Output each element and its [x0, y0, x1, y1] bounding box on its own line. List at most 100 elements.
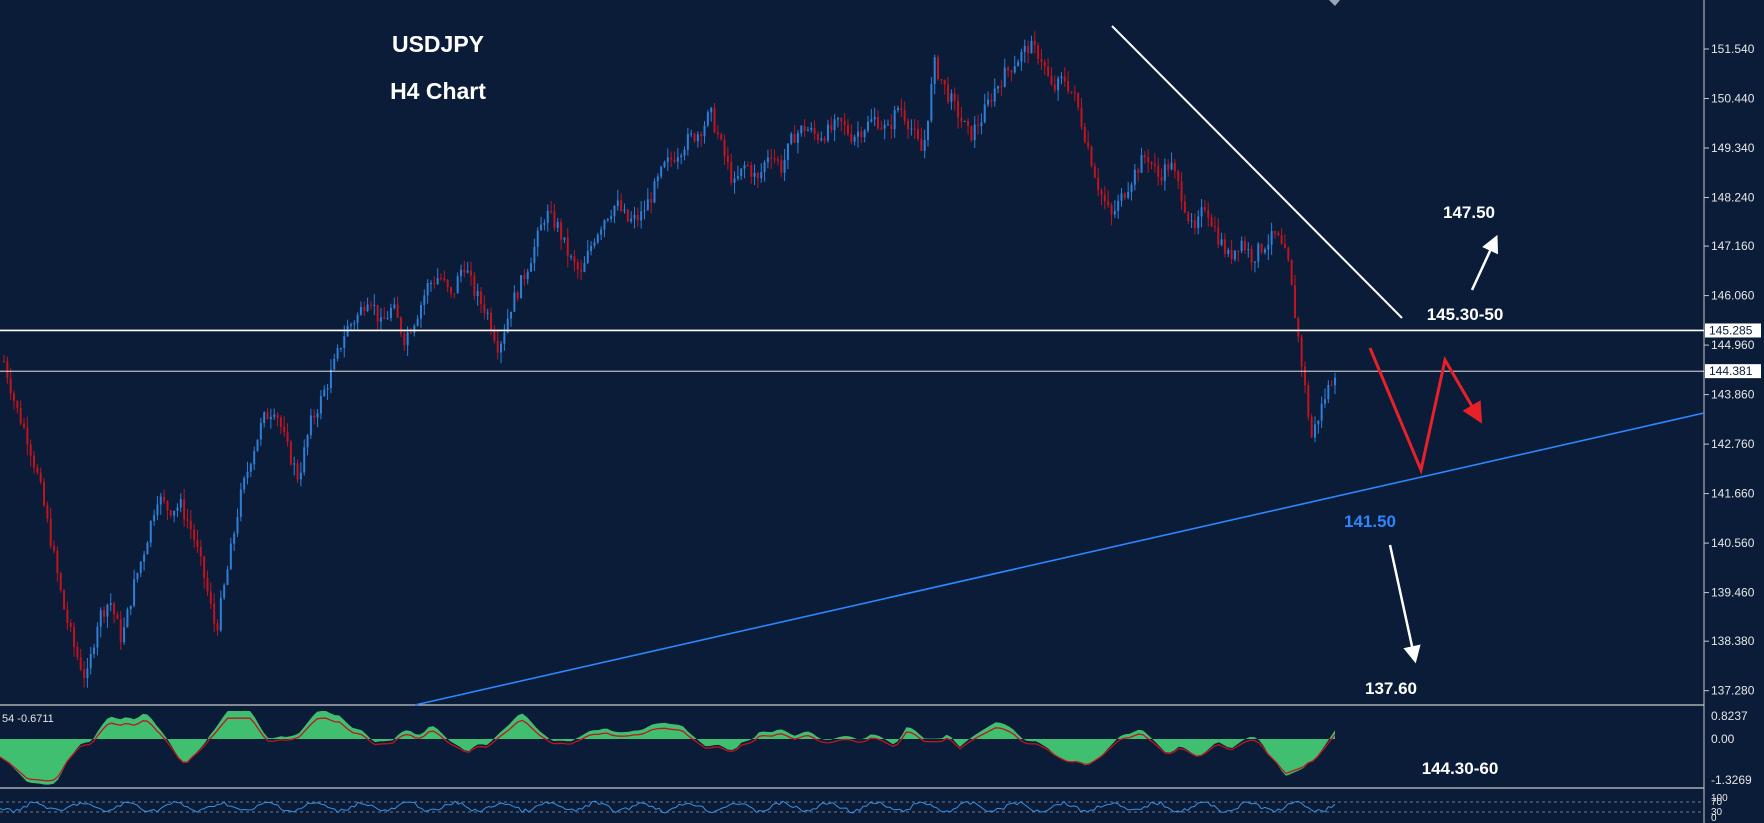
- candle-body: [179, 499, 182, 508]
- support-trendline: [414, 412, 1705, 706]
- stoch-axis-label: 0: [1711, 813, 1717, 823]
- candle-body: [1090, 146, 1093, 167]
- chart-subtitle: H4 Chart: [390, 78, 486, 104]
- candle-body: [963, 120, 966, 122]
- candle-body: [1140, 155, 1143, 173]
- candle-body: [563, 237, 566, 240]
- price-axis-label: 147.160: [1711, 239, 1755, 253]
- candle-body: [189, 520, 192, 530]
- candle-body: [703, 125, 706, 137]
- candle-body: [1313, 424, 1316, 438]
- candle-body: [129, 605, 132, 610]
- price-axis-label: 140.560: [1711, 536, 1755, 550]
- candle-body: [353, 322, 356, 325]
- candle-body: [686, 133, 689, 150]
- candle-body: [900, 108, 903, 111]
- candle-body: [1033, 40, 1036, 46]
- candle-body: [646, 199, 649, 211]
- candle-body: [306, 435, 309, 448]
- candle-body: [1083, 126, 1086, 143]
- candle-body: [1273, 231, 1276, 234]
- horizontal-levels: [0, 329, 1704, 372]
- candle-body: [636, 214, 639, 221]
- candle-body: [513, 292, 516, 312]
- candle-body: [1323, 399, 1326, 404]
- candle-body: [443, 278, 446, 281]
- candle-body: [853, 136, 856, 142]
- candle-body: [633, 214, 636, 219]
- candle-body: [1253, 261, 1256, 263]
- candle-body: [663, 162, 666, 167]
- candle-body: [36, 467, 39, 473]
- candle-body: [910, 128, 913, 130]
- candle-body: [236, 516, 239, 534]
- candle-body: [1177, 171, 1180, 182]
- candle-body: [1077, 93, 1080, 108]
- candle-body: [1050, 75, 1053, 85]
- chart-title: USDJPY: [392, 31, 484, 57]
- candle-body: [953, 93, 956, 101]
- candle-body: [273, 414, 276, 417]
- candle-body: [1287, 248, 1290, 261]
- candle-body: [439, 278, 442, 280]
- candle-body: [763, 162, 766, 173]
- candle-body: [123, 627, 126, 643]
- candle-body: [1263, 249, 1266, 253]
- candle-body: [893, 110, 896, 130]
- candle-body: [556, 222, 559, 228]
- candle-body: [856, 131, 859, 137]
- candle-body: [1167, 164, 1170, 170]
- candle-body: [136, 573, 139, 580]
- candle-body: [960, 117, 963, 122]
- candle-body: [470, 270, 473, 276]
- candle-body: [1080, 107, 1083, 127]
- candle-body: [760, 172, 763, 179]
- candle-body: [86, 668, 89, 679]
- candle-body: [980, 122, 983, 127]
- candle-body: [106, 604, 109, 617]
- candle-body: [279, 417, 282, 427]
- candle-body: [486, 312, 489, 314]
- candle-body: [176, 507, 179, 511]
- candle-body: [860, 131, 863, 137]
- candle-body: [460, 269, 463, 277]
- projected-path-arrow: [1368, 347, 1483, 475]
- candle-body: [820, 138, 823, 141]
- candle-body: [1240, 240, 1243, 251]
- candle-body: [550, 210, 553, 212]
- candle-body: [473, 275, 476, 296]
- candle-body: [897, 108, 900, 111]
- candle-body: [833, 119, 836, 131]
- candle-body: [526, 271, 529, 279]
- candle-body: [713, 107, 716, 133]
- candle-body: [773, 158, 776, 160]
- candle-body: [423, 295, 426, 306]
- candle-body: [133, 579, 136, 606]
- candle-body: [139, 561, 142, 574]
- candle-body: [109, 603, 112, 605]
- candle-body: [1027, 45, 1030, 54]
- candle-body: [63, 590, 66, 610]
- stoch-axis-label: 100: [1711, 793, 1728, 804]
- price-axis-label: 149.340: [1711, 141, 1755, 155]
- candle-body: [1210, 217, 1213, 227]
- candle-body: [456, 276, 459, 294]
- candle-body: [1040, 59, 1043, 62]
- candle-body: [1147, 157, 1150, 163]
- candle-body: [96, 626, 99, 648]
- candle-body: [806, 129, 809, 131]
- candle-body: [99, 610, 102, 627]
- lower-target-label: 137.60: [1365, 679, 1417, 698]
- candle-body: [656, 176, 659, 182]
- candle-body: [987, 99, 990, 105]
- candle-body: [1180, 181, 1183, 202]
- candle-body: [16, 400, 19, 409]
- price-tags: 145.285 144.381: [1705, 323, 1761, 379]
- candle-body: [743, 164, 746, 169]
- candle-body: [573, 256, 576, 263]
- candle-body: [957, 100, 960, 118]
- candle-body: [76, 646, 79, 658]
- candle-body: [73, 627, 76, 647]
- candle-body: [863, 130, 866, 137]
- candle-body: [450, 287, 453, 294]
